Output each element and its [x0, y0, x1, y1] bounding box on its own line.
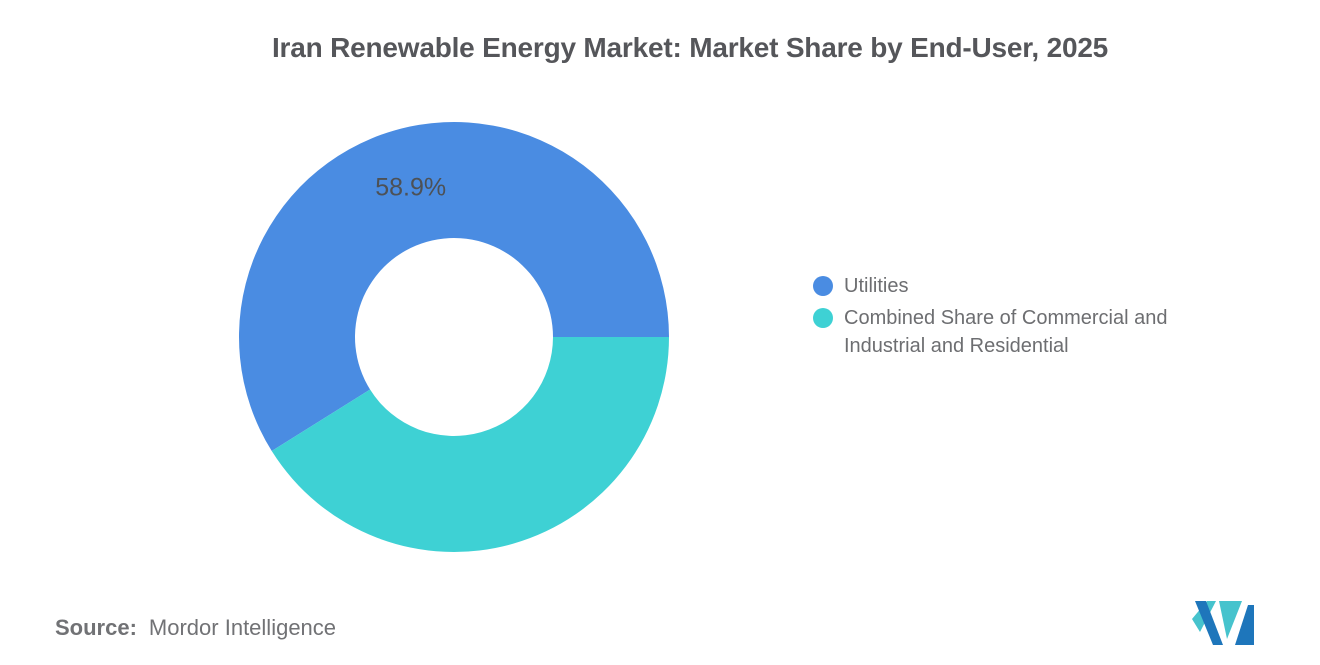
legend-dot-combined-share — [813, 308, 833, 328]
pie-slice-combined-share[interactable] — [271, 337, 669, 552]
legend-item-utilities[interactable]: Utilities — [813, 272, 1224, 300]
logo-blue-right-stroke — [1235, 605, 1254, 645]
legend-dot-utilities — [813, 276, 833, 296]
pie-slice-utilities[interactable] — [238, 121, 669, 452]
mordor-intelligence-logo — [1192, 601, 1254, 645]
legend-item-combined-share[interactable]: Combined Share of Commercial and Industr… — [813, 304, 1224, 360]
logo-teal-right-wedge — [1219, 601, 1242, 639]
chart-title: Iran Renewable Energy Market: Market Sha… — [271, 32, 1109, 63]
logo-blue-left-stroke — [1195, 601, 1223, 645]
pie-slice-label: 58.9% — [375, 174, 446, 202]
chart-legend: Utilities Combined Share of Commercial a… — [813, 272, 1224, 360]
source-row: Source: Mordor Intelligence — [55, 615, 336, 641]
legend-label-utilities: Utilities — [844, 275, 909, 297]
source-label: Source: — [55, 615, 137, 640]
source-value: Mordor Intelligence — [148, 615, 337, 640]
legend-label-combined-share: Combined Share of Commercial and Industr… — [844, 307, 1168, 357]
